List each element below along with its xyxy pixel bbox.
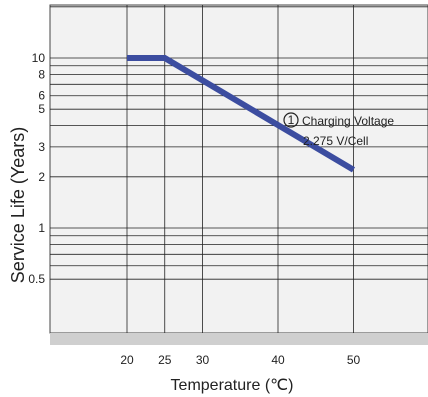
y-tick-10: 10 bbox=[32, 51, 46, 65]
plot-area bbox=[49, 4, 428, 334]
y-tick-6: 6 bbox=[38, 89, 45, 103]
x-tick-30: 30 bbox=[196, 353, 210, 367]
x-tick-20: 20 bbox=[120, 353, 134, 367]
horizontal-gridlines bbox=[50, 6, 428, 280]
x-tick-25: 25 bbox=[158, 353, 172, 367]
y-tick-3: 3 bbox=[38, 140, 45, 154]
annotation-marker: 1 bbox=[288, 113, 295, 127]
annotation-charging-voltage: Charging Voltage bbox=[302, 114, 394, 128]
annotation: 1 Charging Voltage 2.275 V/Cell bbox=[283, 112, 394, 148]
y-tick-labels: 0.5 1 2 3 56 8 10 bbox=[28, 51, 45, 286]
x-tick-labels: 20 25 30 40 50 bbox=[120, 353, 360, 367]
service-life-line bbox=[127, 55, 356, 173]
y-axis-title: Service Life (Years) bbox=[8, 127, 28, 283]
y-tick-2: 2 bbox=[38, 170, 45, 184]
annotation-voltage-value: 2.275 V/Cell bbox=[303, 134, 368, 148]
y-tick-5: 5 bbox=[38, 102, 45, 116]
annotation-marker-circle bbox=[283, 112, 299, 128]
x-tick-50: 50 bbox=[347, 353, 361, 367]
x-tick-40: 40 bbox=[271, 353, 285, 367]
y-tick-8: 8 bbox=[38, 67, 45, 81]
plot-bottom-band bbox=[50, 333, 428, 345]
x-axis-title: Temperature (℃) bbox=[171, 377, 294, 394]
y-tick-0-5: 0.5 bbox=[28, 272, 45, 286]
y-tick-1: 1 bbox=[38, 221, 45, 235]
